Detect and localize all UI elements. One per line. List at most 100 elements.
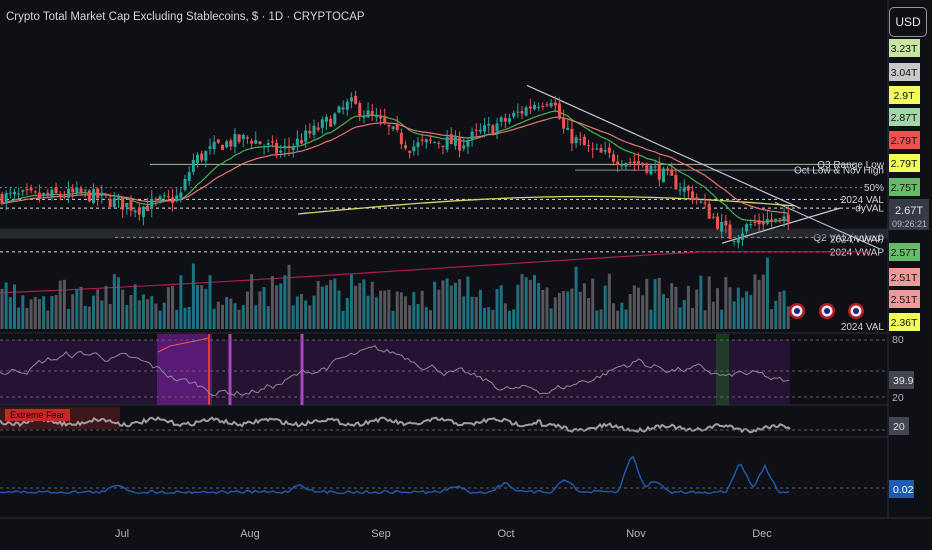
price-scale-label: 3.04T [891,67,918,79]
candle-body [753,221,757,223]
volume-bar [92,295,96,329]
candle-body [71,188,75,193]
candle-body [707,203,711,219]
level-label: Q3 Range Low [817,160,884,171]
volume-bar [349,274,353,329]
candle-body [312,125,316,135]
volume-bar [316,280,320,329]
candle-body [245,137,249,139]
candle-body [279,150,283,153]
volume-bar [591,278,595,329]
volume-bar [383,290,387,329]
volume-bar [283,275,287,329]
oscillator-value-box [889,480,914,498]
ema-fast-line [1,110,789,223]
volume-bar [441,280,445,329]
volume-bar [582,283,586,329]
candle-body [545,104,549,106]
candle-body [21,190,25,192]
candle-body [478,129,482,132]
candle-body [337,106,341,113]
volume-bar [570,288,574,329]
volume-bar [628,294,632,329]
candle-body [778,218,782,220]
candle-body [333,113,337,125]
price-scale-label-bg [889,313,920,331]
countdown-label: 09:26:21 [892,219,927,229]
candle-body [387,125,391,127]
volume-bar [716,288,720,329]
volume-bar [196,285,200,329]
volume-bar [416,303,420,329]
candle-body [208,146,212,149]
volume-bar [229,298,233,329]
candle-body [229,140,233,147]
volume-bar [200,285,204,329]
price-scale-label-bg [889,86,920,104]
volume-bar [295,296,299,329]
candle-body [304,130,308,142]
candle-body [441,145,445,147]
candle-body [121,197,125,210]
candle-body [503,118,507,122]
current-price-box [889,199,929,230]
volume-bar [116,277,120,329]
candle-body [453,136,457,146]
volume-bar [541,289,545,329]
candle-body [316,127,320,130]
volume-bar [25,307,29,329]
candle-body [345,101,349,110]
candle-body [570,128,574,144]
volume-bar [245,291,249,329]
candle-body [308,130,312,134]
volume-bar [424,307,428,329]
candle-body [516,111,520,113]
volume-bar [578,291,582,329]
candle-body [204,151,208,161]
volume-bar [104,285,108,329]
candle-body [154,199,158,201]
candle-body [682,187,686,192]
candle-body [254,140,258,144]
volume-bar [71,294,75,329]
price-scale-label-bg [889,63,920,81]
volume-bar [187,306,191,329]
oscillator-line [0,455,790,495]
candle-body [33,191,37,193]
volume-bar [233,303,237,329]
fear-scale-label: 20 [893,421,905,433]
volume-bar [749,295,753,329]
volume-bar [29,299,33,329]
candle-body [46,192,50,196]
candle-body [183,179,187,190]
volume-bar [75,289,79,329]
candle-body [574,137,578,144]
candle-body [653,166,657,168]
candle-body [578,139,582,141]
currency-button[interactable]: USD [889,7,927,37]
candle-body [524,107,528,116]
candle-body [520,111,524,114]
candle-body [616,161,620,165]
candle-body [670,169,674,176]
volume-bar [458,279,462,329]
volume-bar [308,305,312,329]
x-tick-label: Oct [497,528,514,540]
candle-body [724,220,728,226]
volume-bar [191,263,195,329]
volume-bar [133,284,137,329]
volume-bar [483,307,487,329]
volume-bar [237,309,241,329]
volume-bar [724,277,728,329]
candle-body [146,205,150,211]
volume-bar [745,291,749,329]
volume-bar [408,305,412,329]
candle-body [291,146,295,151]
volume-bar [370,281,374,329]
volume-bar [703,310,707,329]
volume-bar [736,287,740,329]
volume-bar [437,289,441,329]
volume-bar [599,309,603,329]
